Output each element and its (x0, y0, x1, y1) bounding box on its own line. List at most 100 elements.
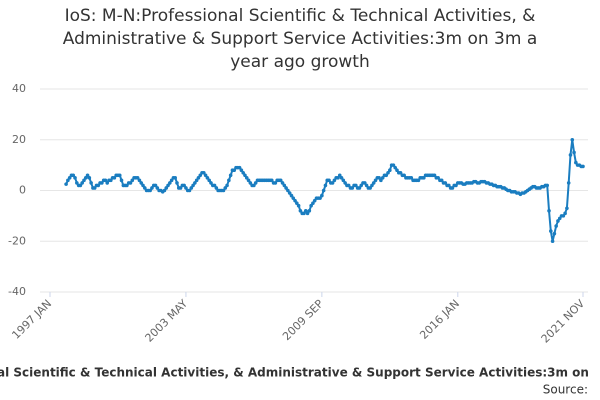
data-point (237, 165, 242, 170)
data-point (83, 176, 88, 180)
data-point (109, 178, 113, 183)
y-tick-label: 40 (12, 82, 26, 95)
data-point (155, 186, 160, 190)
data-point (227, 178, 231, 183)
data-point (337, 173, 342, 178)
data-point (565, 206, 569, 211)
data-point (82, 178, 86, 183)
data-point (169, 178, 174, 183)
data-point (243, 173, 247, 178)
data-point (203, 173, 208, 178)
y-tick-label: -40 (8, 285, 26, 298)
data-point (241, 170, 245, 175)
data-point (269, 178, 274, 183)
x-tick-label: 2021 NOV (539, 297, 588, 346)
data-point (282, 183, 287, 188)
y-tick-label: 0 (19, 184, 26, 197)
data-point (307, 209, 312, 213)
data-point (287, 191, 292, 195)
data-point (386, 170, 390, 175)
data-point (391, 163, 396, 167)
data-point (239, 168, 244, 172)
data-point (105, 181, 110, 185)
data-point (253, 181, 258, 185)
data-point (359, 183, 364, 188)
data-point (182, 183, 186, 188)
data-point (549, 229, 553, 233)
data-point (447, 183, 451, 188)
data-point (66, 178, 70, 183)
data-point (198, 173, 203, 178)
data-point (295, 201, 299, 205)
data-point (135, 176, 140, 180)
data-point (368, 186, 372, 190)
data-point (550, 239, 555, 244)
data-point (67, 176, 72, 180)
data-point (191, 183, 195, 188)
data-point (574, 160, 578, 165)
data-point (278, 178, 283, 183)
data-point (148, 188, 152, 193)
data-point (336, 176, 340, 180)
data-point (570, 137, 575, 142)
data-point (207, 178, 211, 183)
data-point (71, 173, 76, 178)
data-point (273, 181, 278, 185)
x-tick-label: 2016 JAN (417, 297, 462, 342)
data-point (416, 178, 421, 183)
data-point (153, 183, 158, 188)
data-point (379, 178, 383, 183)
data-point (150, 186, 154, 190)
data-point (439, 178, 444, 183)
data-point (398, 170, 403, 175)
data-point (248, 181, 253, 185)
data-point (341, 178, 346, 183)
data-point (563, 211, 567, 216)
data-point (327, 178, 331, 183)
data-point (346, 183, 351, 188)
data-point (164, 186, 169, 190)
data-point (384, 173, 389, 178)
data-point (139, 181, 144, 185)
data-point (323, 183, 328, 188)
data-point (377, 176, 381, 180)
data-point (436, 176, 440, 180)
data-point (354, 183, 358, 188)
chart-title: Administrative & Support Service Activit… (63, 29, 537, 49)
data-point (350, 186, 355, 190)
data-point (103, 178, 108, 183)
data-point (454, 183, 458, 188)
data-point (228, 173, 233, 178)
data-point (252, 183, 256, 188)
data-point (223, 186, 228, 190)
data-point (302, 211, 306, 216)
data-point (303, 209, 308, 213)
data-point (332, 178, 337, 183)
data-point (373, 178, 378, 183)
data-point (581, 164, 585, 169)
data-point (193, 181, 197, 185)
data-point (393, 165, 397, 170)
data-point (162, 188, 167, 193)
data-point (125, 183, 129, 188)
data-point (568, 153, 573, 157)
data-point (78, 183, 83, 188)
data-point (422, 176, 426, 180)
data-point (212, 183, 217, 188)
data-point (364, 183, 369, 188)
data-point (187, 188, 192, 193)
data-point (166, 183, 170, 188)
x-tick-label: 2003 MAY (143, 297, 191, 345)
data-point (291, 196, 296, 200)
data-point (117, 173, 122, 178)
data-point (89, 181, 93, 185)
data-point (232, 168, 237, 172)
data-point (64, 182, 68, 186)
chart-title: year ago growth (230, 52, 370, 72)
data-point (284, 186, 288, 190)
data-point (409, 176, 414, 180)
data-point (246, 178, 251, 183)
data-point (80, 181, 84, 185)
data-point (202, 170, 206, 175)
data-point (318, 196, 322, 200)
